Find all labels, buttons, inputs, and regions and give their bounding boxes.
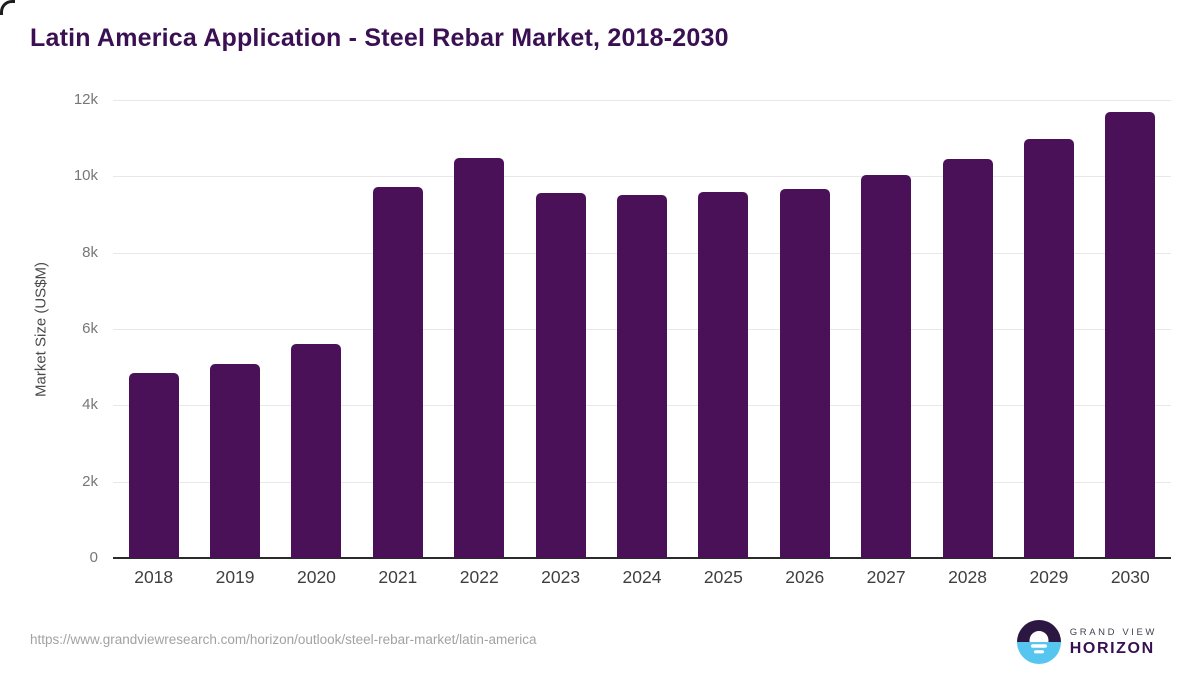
horizon-sun-icon — [1016, 620, 1061, 664]
y-tick-10k: 10k — [73, 167, 98, 185]
card-corner-decoration — [0, 0, 15, 15]
x-tick-2030: 2030 — [1110, 567, 1150, 587]
x-tick-2024: 2024 — [622, 567, 662, 587]
brand-name-bottom: HORIZON — [1069, 639, 1155, 657]
bar-2029[interactable] — [1023, 139, 1074, 558]
bar-2018[interactable] — [128, 373, 179, 558]
x-tick-2029: 2029 — [1029, 567, 1069, 587]
brand-logo: GRAND VIEW HORIZON — [1016, 619, 1157, 665]
grid-line — [113, 176, 1171, 178]
bar-2026[interactable] — [779, 189, 830, 558]
y-axis-tick-labels: 12k 10k 8k 6k 4k 2k 0 — [0, 91, 98, 566]
bar-2024[interactable] — [617, 195, 667, 558]
source-url: https://www.grandviewresearch.com/horizo… — [30, 632, 537, 647]
bar-2022[interactable] — [454, 158, 505, 558]
x-tick-2020: 2020 — [296, 567, 336, 587]
y-tick-4k: 4k — [82, 396, 98, 414]
bar-2025[interactable] — [698, 192, 749, 558]
brand-name-top: GRAND VIEW — [1069, 626, 1157, 638]
y-tick-0: 0 — [89, 549, 98, 566]
x-tick-2019: 2019 — [215, 567, 255, 587]
brand-logo-text: GRAND VIEW HORIZON — [1070, 627, 1157, 658]
x-tick-2023: 2023 — [541, 567, 581, 587]
x-axis-tick-labels: 2018 2019 2020 2021 2022 2023 2024 2025 2026 2027… — [113, 567, 1171, 591]
x-tick-2021: 2021 — [378, 567, 418, 587]
x-tick-2028: 2028 — [948, 567, 987, 587]
bar-2021[interactable] — [372, 187, 423, 558]
bar-2019[interactable] — [210, 364, 261, 558]
bar-2030[interactable] — [1105, 112, 1156, 558]
x-tick-2018: 2018 — [134, 567, 174, 587]
y-tick-2k: 2k — [82, 472, 98, 490]
x-axis-line — [113, 557, 1171, 559]
plot-area — [113, 100, 1171, 559]
grid-line — [113, 100, 1171, 101]
x-tick-2022: 2022 — [459, 567, 499, 587]
y-tick-6k: 6k — [82, 320, 98, 337]
bar-2023[interactable] — [535, 193, 586, 558]
bar-2020[interactable] — [291, 344, 342, 558]
bar-2028[interactable] — [942, 159, 993, 558]
y-tick-8k: 8k — [82, 243, 98, 261]
bar-2027[interactable] — [861, 175, 912, 558]
y-tick-12k: 12k — [73, 91, 98, 108]
chart-title: Latin America Application - Steel Rebar … — [30, 24, 729, 52]
x-tick-2027: 2027 — [866, 567, 906, 587]
x-tick-2026: 2026 — [785, 567, 825, 587]
x-tick-2025: 2025 — [703, 567, 743, 587]
